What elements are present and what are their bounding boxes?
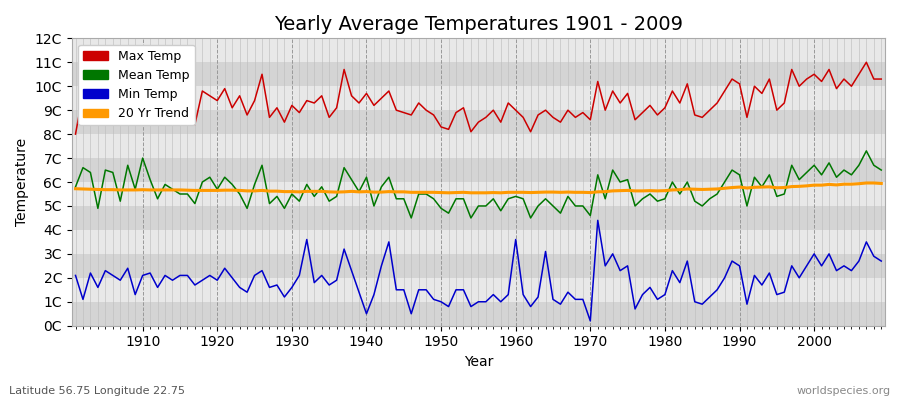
Text: Latitude 56.75 Longitude 22.75: Latitude 56.75 Longitude 22.75 [9,386,185,396]
Bar [72,182,885,206]
X-axis label: Year: Year [464,355,493,369]
Bar [72,230,885,254]
Bar [72,86,885,110]
Bar [72,278,885,302]
Bar [72,38,885,62]
Title: Yearly Average Temperatures 1901 - 2009: Yearly Average Temperatures 1901 - 2009 [274,15,683,34]
Bar [72,302,885,326]
Bar [72,206,885,230]
Bar [72,62,885,86]
Bar [72,110,885,134]
Y-axis label: Temperature: Temperature [15,138,29,226]
Bar [72,158,885,182]
Bar [72,134,885,158]
Bar [72,254,885,278]
Text: worldspecies.org: worldspecies.org [796,386,891,396]
Legend: Max Temp, Mean Temp, Min Temp, 20 Yr Trend: Max Temp, Mean Temp, Min Temp, 20 Yr Tre… [78,44,194,125]
